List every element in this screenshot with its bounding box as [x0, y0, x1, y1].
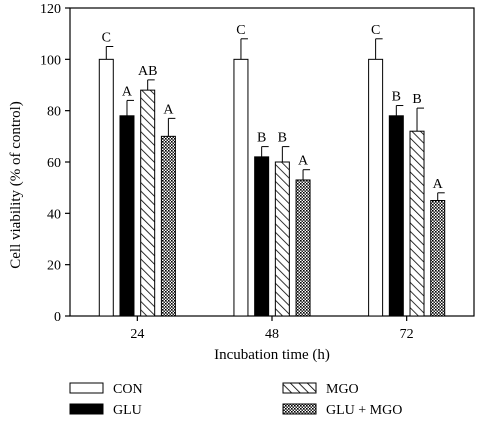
bar	[430, 200, 446, 317]
y-tick-label: 0	[54, 310, 61, 325]
x-axis: 24 48 72	[130, 316, 414, 342]
bar	[274, 161, 290, 317]
x-tick-label: 24	[130, 327, 144, 342]
legend-label: GLU	[113, 403, 142, 418]
y-axis: 0 20 40 60 80 100 120	[40, 2, 70, 325]
legend-label: GLU + MGO	[326, 403, 402, 418]
significance-letter: C	[371, 23, 380, 38]
significance-letter: B	[392, 90, 401, 105]
legend-swatch	[69, 382, 104, 394]
bar	[98, 58, 114, 317]
y-tick-label: 40	[47, 207, 61, 222]
bar	[119, 115, 135, 317]
legend-swatch	[69, 403, 104, 415]
legend-label: CON	[113, 382, 143, 397]
legend: CON GLU MGO GLU + MGO	[69, 382, 402, 418]
x-tick-label: 48	[265, 327, 279, 342]
significance-letter: C	[236, 23, 245, 38]
significance-letter: AB	[138, 64, 157, 79]
significance-letter: A	[298, 154, 309, 169]
bar	[254, 156, 270, 317]
legend-label: MGO	[326, 382, 359, 397]
y-tick-label: 80	[47, 105, 61, 120]
y-tick-label: 120	[40, 2, 61, 17]
bar	[160, 135, 176, 317]
bar	[388, 115, 404, 317]
significance-letter: B	[412, 92, 421, 107]
x-tick-label: 72	[400, 327, 414, 342]
y-tick-label: 20	[47, 259, 61, 274]
x-axis-label: Incubation time (h)	[214, 347, 330, 363]
y-tick-label: 60	[47, 156, 61, 171]
significance-letter: A	[433, 177, 444, 192]
significance-letter: A	[163, 102, 174, 117]
y-axis-label: Cell viability (% of control)	[8, 101, 24, 268]
bar	[409, 130, 425, 317]
significance-letter: B	[257, 131, 266, 146]
bar	[295, 179, 311, 317]
bar	[233, 58, 249, 317]
significance-letter: A	[122, 84, 133, 99]
significance-letter: C	[102, 31, 111, 46]
legend-swatch	[282, 403, 317, 415]
bar	[368, 58, 384, 317]
bar	[140, 89, 156, 317]
significance-letter: B	[278, 131, 287, 146]
legend-swatch	[282, 382, 317, 394]
y-tick-label: 100	[40, 53, 61, 68]
